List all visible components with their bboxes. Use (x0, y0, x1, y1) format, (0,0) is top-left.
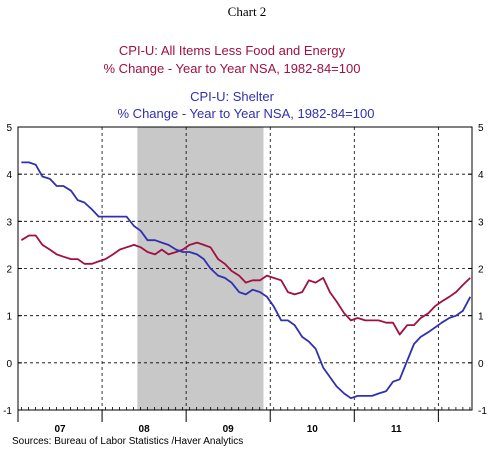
y-axis-right: -1 0 1 2 3 4 5 (468, 123, 487, 417)
y-tick-label-left--1: -1 (3, 406, 12, 417)
y-tick-label-left-0: 0 (6, 359, 12, 370)
y-tick-label-right-1: 1 (478, 312, 484, 323)
x-tick-label-10: 10 (307, 424, 319, 435)
y-tick-label-right--1: -1 (478, 406, 487, 417)
x-tick-label-11: 11 (391, 424, 402, 435)
series-line-0 (20, 234, 471, 336)
chart-label: Chart 2 (228, 4, 267, 19)
y-axis-left: -1 0 1 2 3 4 5 (3, 123, 22, 417)
title-line-2: CPI-U: Shelter (190, 89, 274, 104)
y-tick-label-left-2: 2 (6, 265, 12, 276)
y-tick-label-left-5: 5 (6, 123, 12, 134)
series-lines (20, 161, 472, 400)
y-tick-label-left-3: 3 (6, 217, 12, 228)
x-axis: 07 08 09 10 11 (17, 407, 471, 435)
y-tick-label-right-0: 0 (478, 359, 484, 370)
title-line-0: CPI-U: All Items Less Food and Energy (119, 43, 346, 58)
x-tick-label-08: 08 (139, 424, 151, 435)
x-tick-label-09: 09 (223, 424, 235, 435)
y-tick-label-left-1: 1 (6, 312, 12, 323)
y-tick-label-right-2: 2 (478, 265, 484, 276)
title-line-3: % Change - Year to Year NSA, 1982-84=100 (118, 106, 375, 121)
chart-titles: CPI-U: All Items Less Food and Energy % C… (104, 43, 375, 121)
grid-lines (18, 127, 472, 410)
y-tick-label-right-3: 3 (478, 217, 484, 228)
title-line-1: % Change - Year to Year NSA, 1982-84=100 (104, 61, 361, 76)
series-line-1 (21, 161, 472, 400)
y-tick-label-left-4: 4 (6, 170, 12, 181)
y-tick-label-right-5: 5 (478, 123, 484, 134)
y-tick-label-right-4: 4 (478, 170, 484, 181)
source-note: Sources: Bureau of Labor Statistics /Hav… (12, 436, 243, 447)
x-tick-label-07: 07 (54, 424, 66, 435)
